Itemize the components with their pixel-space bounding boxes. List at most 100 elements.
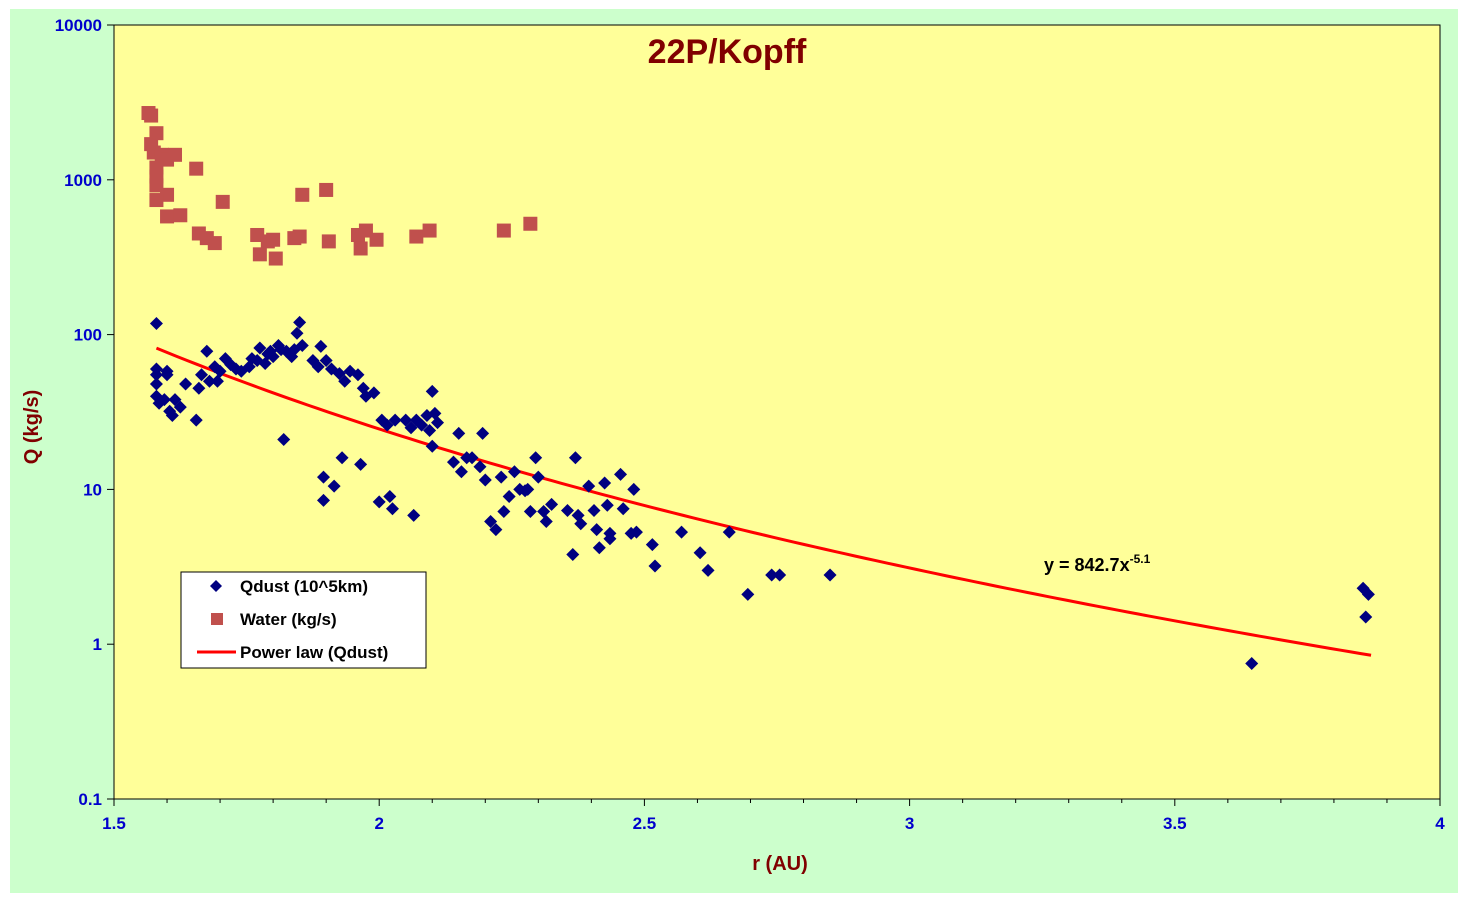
x-tick-label: 3.5	[1163, 814, 1187, 833]
qdust-point	[327, 479, 341, 493]
y-axis-title: Q (kg/s)	[21, 390, 43, 464]
qdust-point	[338, 374, 352, 388]
qdust-point	[385, 502, 399, 516]
qdust-point	[614, 467, 628, 481]
y-tick-label: 10000	[55, 16, 102, 35]
water-point	[319, 182, 334, 197]
qdust-point	[157, 393, 171, 407]
qdust-point	[149, 316, 163, 330]
qdust-point	[160, 364, 174, 378]
qdust-point	[195, 368, 209, 382]
qdust-point	[428, 406, 442, 420]
legend: Qdust (10^5km) Water (kg/s) Power law (Q…	[180, 571, 427, 669]
water-point	[144, 108, 159, 123]
qdust-point	[539, 515, 553, 529]
water-point	[292, 229, 307, 244]
qdust-point	[598, 476, 612, 490]
qdust-point	[600, 498, 614, 512]
qdust-point	[454, 465, 468, 479]
water-point	[160, 209, 175, 224]
qdust-point	[629, 525, 643, 539]
qdust-point	[317, 470, 331, 484]
water-point	[173, 208, 188, 223]
x-tick-label: 2.5	[633, 814, 657, 833]
qdust-point	[200, 344, 214, 358]
qdust-point	[627, 482, 641, 496]
qdust-point	[189, 413, 203, 427]
qdust-point	[568, 451, 582, 465]
qdust-point	[311, 360, 325, 374]
qdust-point	[295, 339, 309, 353]
qdust-point	[560, 504, 574, 518]
water-point	[215, 194, 230, 209]
water-point	[523, 216, 538, 231]
qdust-point	[452, 426, 466, 440]
qdust-point	[497, 504, 511, 518]
qdust-point	[645, 538, 659, 552]
legend-qdust-label: Qdust (10^5km)	[240, 577, 368, 596]
water-point	[268, 251, 283, 266]
qdust-point	[476, 426, 490, 440]
qdust-point	[372, 495, 386, 509]
qdust-point	[266, 350, 280, 364]
y-tick-label: 1000	[64, 171, 102, 190]
y-tick-label: 1	[93, 635, 102, 654]
qdust-point	[213, 364, 227, 378]
qdust-point	[293, 315, 307, 329]
fit-equation-exponent: -5.1	[1130, 552, 1151, 566]
qdust-point	[388, 413, 402, 427]
qdust-point	[1361, 587, 1375, 601]
y-tick-label: 0.1	[78, 790, 102, 809]
water-point	[149, 126, 164, 141]
qdust-point	[566, 547, 580, 561]
qdust-point	[210, 374, 224, 388]
tick-labels: 1.5 2 2.5 3 3.5 4 0.1 1 10 100 1000 10000	[55, 16, 1446, 833]
qdust-point	[290, 326, 304, 340]
qdust-point	[446, 455, 460, 469]
qdust-point	[693, 546, 707, 560]
qdust-point	[425, 384, 439, 398]
qdust-point	[537, 504, 551, 518]
water-point	[295, 187, 310, 202]
qdust-point	[425, 439, 439, 453]
qdust-point	[502, 489, 516, 503]
water-point	[369, 232, 384, 247]
qdust-point	[258, 357, 272, 371]
legend-qdust-marker	[210, 580, 222, 592]
qdust-point	[179, 377, 193, 391]
qdust-point	[149, 377, 163, 391]
qdust-point	[423, 424, 437, 438]
qdust-series	[149, 315, 1375, 671]
qdust-point	[192, 381, 206, 395]
plot-background	[113, 24, 1441, 800]
qdust-point	[494, 470, 508, 484]
qdust-point	[587, 504, 601, 518]
qdust-point	[529, 451, 543, 465]
water-point	[250, 227, 265, 242]
qdust-point	[1359, 610, 1373, 624]
qdust-point	[465, 451, 479, 465]
chart-title: 22P/Kopff	[648, 33, 807, 71]
water-point	[321, 234, 336, 249]
water-point	[496, 223, 511, 238]
x-tick-label: 4	[1435, 814, 1445, 833]
x-tick-label: 2	[374, 814, 383, 833]
fit-equation-base: y = 842.7x	[1044, 555, 1130, 575]
qdust-point	[173, 400, 187, 414]
qdust-point	[277, 433, 291, 447]
water-point	[422, 223, 437, 238]
qdust-point	[383, 489, 397, 503]
qdust-point	[250, 354, 264, 368]
qdust-point	[531, 470, 545, 484]
qdust-point	[675, 525, 689, 539]
qdust-point	[722, 525, 736, 539]
power-law-line	[155, 346, 1372, 657]
qdust-point	[165, 409, 179, 423]
qdust-point	[314, 339, 328, 353]
qdust-point	[545, 497, 559, 511]
qdust-point	[415, 418, 429, 432]
qdust-point	[765, 568, 779, 582]
water-point	[189, 161, 204, 176]
fit-equation: y = 842.7x-5.1	[1044, 552, 1151, 575]
x-axis-title: r (AU)	[752, 853, 808, 875]
